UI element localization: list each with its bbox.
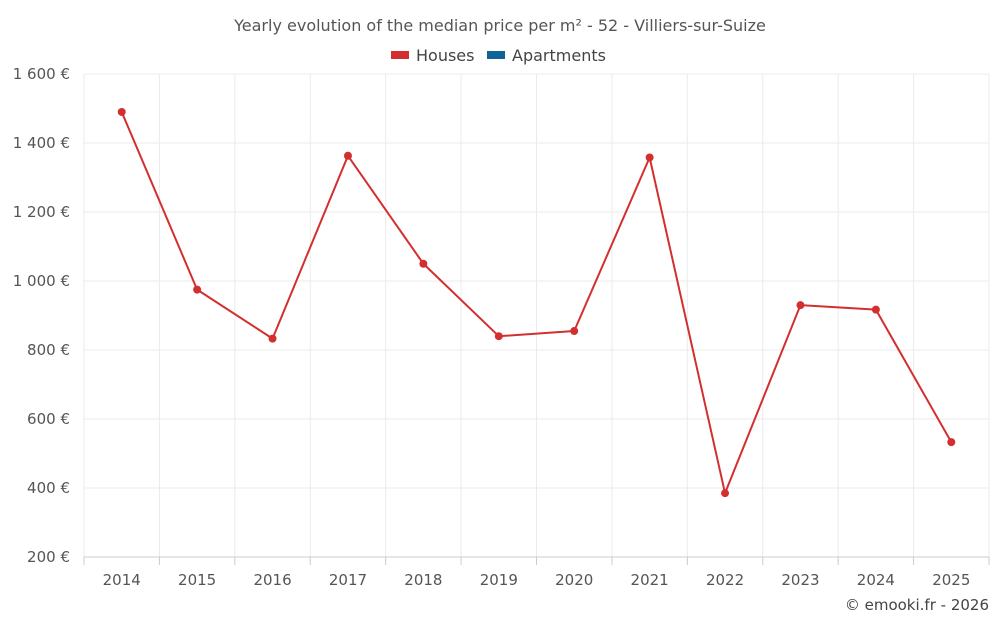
chart-title: Yearly evolution of the median price per… xyxy=(233,16,766,35)
x-tick-label: 2018 xyxy=(404,571,442,589)
data-point-2021[interactable] xyxy=(645,153,654,162)
grid xyxy=(83,73,990,557)
y-tick-label: 1 000 € xyxy=(13,272,70,290)
y-tick-label: 1 200 € xyxy=(13,203,70,221)
x-tick-label: 2025 xyxy=(932,571,970,589)
legend-swatch-houses xyxy=(391,51,409,59)
legend: Houses Apartments xyxy=(391,46,606,65)
data-point-2017[interactable] xyxy=(343,151,352,160)
data-point-2018[interactable] xyxy=(419,259,428,268)
y-tick-label: 1 600 € xyxy=(13,65,70,83)
series-line-houses xyxy=(120,111,953,495)
y-tick-label: 200 € xyxy=(27,548,70,566)
data-point-2019[interactable] xyxy=(494,332,503,341)
x-tick-label: 2014 xyxy=(103,571,141,589)
legend-label-houses[interactable]: Houses xyxy=(416,46,474,65)
y-tick-label: 1 400 € xyxy=(13,134,70,152)
x-tick-label: 2024 xyxy=(857,571,895,589)
data-point-2024[interactable] xyxy=(871,305,880,314)
axes xyxy=(83,556,990,565)
x-tick-label: 2016 xyxy=(253,571,291,589)
data-point-2020[interactable] xyxy=(570,327,579,336)
x-tick-label: 2017 xyxy=(329,571,367,589)
data-point-2015[interactable] xyxy=(193,285,202,294)
data-point-2014[interactable] xyxy=(117,107,126,116)
y-tick-label: 400 € xyxy=(27,479,70,497)
x-tick-label: 2020 xyxy=(555,571,593,589)
series xyxy=(117,107,956,498)
x-tick-label: 2015 xyxy=(178,571,216,589)
x-axis-ticks: 2014 2015 2016 2017 2018 2019 2020 2021 2022 2023… xyxy=(103,571,971,589)
data-point-2023[interactable] xyxy=(796,301,805,310)
data-point-2022[interactable] xyxy=(721,489,730,498)
y-tick-label: 600 € xyxy=(27,410,70,428)
data-point-2016[interactable] xyxy=(268,334,277,343)
y-tick-label: 800 € xyxy=(27,341,70,359)
legend-swatch-apartments xyxy=(487,51,505,59)
copyright-footer: © emooki.fr - 2026 xyxy=(845,596,989,614)
x-tick-label: 2021 xyxy=(631,571,669,589)
y-axis-ticks: 200 € 400 € 600 € 800 € 1 000 € 1 200 € 1 400 … xyxy=(13,65,70,566)
x-tick-label: 2019 xyxy=(480,571,518,589)
x-tick-label: 2022 xyxy=(706,571,744,589)
data-point-2025[interactable] xyxy=(947,438,956,447)
legend-label-apartments[interactable]: Apartments xyxy=(512,46,606,65)
x-tick-label: 2023 xyxy=(781,571,819,589)
